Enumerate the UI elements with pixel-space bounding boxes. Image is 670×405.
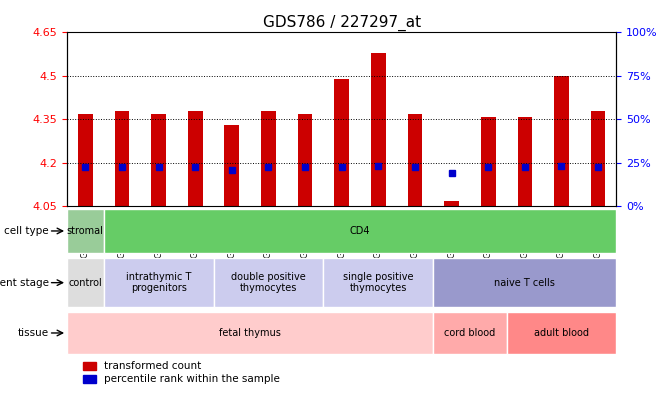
Text: double positive
thymocytes: double positive thymocytes xyxy=(231,272,306,294)
FancyBboxPatch shape xyxy=(104,258,214,307)
Text: control: control xyxy=(68,278,103,288)
Bar xyxy=(78,114,92,207)
FancyBboxPatch shape xyxy=(67,312,433,354)
FancyBboxPatch shape xyxy=(67,258,104,307)
Bar xyxy=(297,114,312,207)
FancyBboxPatch shape xyxy=(507,312,616,354)
Text: cell type: cell type xyxy=(4,226,49,236)
Text: intrathymic T
progenitors: intrathymic T progenitors xyxy=(126,272,191,294)
FancyBboxPatch shape xyxy=(67,209,104,253)
FancyBboxPatch shape xyxy=(433,312,507,354)
Legend: transformed count, percentile rank within the sample: transformed count, percentile rank withi… xyxy=(83,361,280,384)
Bar xyxy=(591,111,606,207)
Text: naive T cells: naive T cells xyxy=(494,278,555,288)
Bar xyxy=(517,117,532,207)
FancyBboxPatch shape xyxy=(104,209,616,253)
Text: single positive
thymocytes: single positive thymocytes xyxy=(343,272,413,294)
Bar xyxy=(334,79,349,207)
Text: adult blood: adult blood xyxy=(534,328,589,338)
Bar xyxy=(481,117,496,207)
Text: development stage: development stage xyxy=(0,278,49,288)
Bar xyxy=(151,114,166,207)
FancyBboxPatch shape xyxy=(214,258,324,307)
Title: GDS786 / 227297_at: GDS786 / 227297_at xyxy=(263,15,421,31)
Text: stromal: stromal xyxy=(67,226,104,236)
Bar xyxy=(261,111,276,207)
FancyBboxPatch shape xyxy=(433,258,616,307)
Bar xyxy=(407,114,422,207)
Bar xyxy=(444,201,459,207)
Bar xyxy=(224,125,239,207)
FancyBboxPatch shape xyxy=(324,258,433,307)
Bar xyxy=(188,111,202,207)
Text: tissue: tissue xyxy=(17,328,49,338)
Bar xyxy=(371,53,386,207)
Text: cord blood: cord blood xyxy=(444,328,496,338)
Bar xyxy=(554,76,569,207)
Text: fetal thymus: fetal thymus xyxy=(219,328,281,338)
Text: CD4: CD4 xyxy=(350,226,371,236)
Bar xyxy=(115,111,129,207)
